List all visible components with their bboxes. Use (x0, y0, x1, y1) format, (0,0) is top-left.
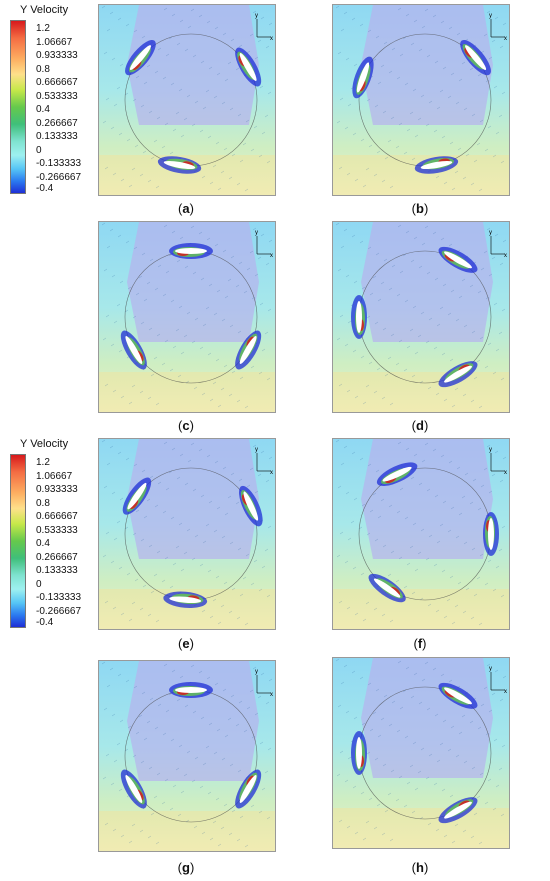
legend-tick: 1.06667 (36, 36, 73, 48)
axis-y-label: y (255, 447, 258, 453)
flow-field: yx (99, 5, 275, 195)
legend-tick: 0.266667 (36, 117, 78, 129)
flow-field: yx (333, 5, 509, 195)
legend-color-bar (10, 20, 26, 194)
caption-f: (f) (413, 636, 427, 651)
axis-x-label: x (270, 253, 273, 259)
legend-tick: 0.266667 (36, 551, 78, 563)
legend-tick: -0.266667 (36, 171, 82, 183)
flow-field: yx (333, 222, 509, 412)
caption-a: (a) (178, 201, 194, 216)
legend-color-bar (10, 454, 26, 628)
axis-y-label: y (255, 13, 258, 19)
axis-x-label: x (504, 689, 507, 695)
legend-tick: 0.933333 (36, 484, 78, 495)
axis-y-label: y (489, 230, 492, 236)
axis-y-label: y (489, 666, 492, 672)
legend-tick: 0.533333 (36, 90, 78, 102)
color-legend-bottom: Y Velocity 1.2 1.06667 0.933333 0.8 0.66… (6, 438, 98, 628)
legend-tick: -0.4 (36, 183, 54, 194)
legend-title: Y Velocity (20, 4, 69, 16)
legend-tick: 0 (36, 144, 42, 156)
legend-tick: 1.2 (36, 457, 50, 468)
caption-h: (h) (411, 860, 429, 875)
flow-field: yx (99, 222, 275, 412)
legend-tick: -0.133333 (36, 592, 82, 603)
legend-tick: -0.266667 (36, 605, 82, 617)
caption-e: (e) (178, 636, 194, 651)
legend-tick: 0.666667 (36, 511, 78, 522)
legend-tick: 0 (36, 578, 42, 590)
legend-title: Y Velocity (20, 438, 69, 450)
legend-tick: 0.933333 (36, 50, 78, 61)
axis-x-label: x (270, 36, 273, 42)
legend-tick: 0.8 (36, 497, 50, 509)
flow-field: yx (99, 661, 275, 851)
caption-g: (g) (177, 860, 195, 875)
legend-tick: -0.4 (36, 617, 54, 628)
axis-y-label: y (255, 669, 258, 675)
axis-x-label: x (270, 470, 273, 476)
axis-y-label: y (255, 230, 258, 236)
caption-d: (d) (411, 418, 429, 433)
axis-x-label: x (504, 253, 507, 259)
legend-tick: 0.133333 (36, 565, 78, 576)
axis-x-label: x (504, 470, 507, 476)
axis-x-label: x (270, 692, 273, 698)
legend-tick: -0.133333 (36, 158, 82, 169)
legend-tick: 1.2 (36, 23, 50, 34)
axis-x-label: x (504, 36, 507, 42)
flow-field: yx (99, 439, 275, 629)
flow-field: yx (333, 658, 509, 848)
caption-c: (c) (178, 418, 194, 433)
legend-tick: 0.8 (36, 63, 50, 75)
legend-tick: 0.533333 (36, 524, 78, 536)
axis-y-label: y (489, 447, 492, 453)
color-legend-top: Y Velocity 1.2 1.06667 0.933333 0.8 0.66… (6, 4, 98, 194)
legend-tick: 1.06667 (36, 470, 73, 482)
caption-b: (b) (411, 201, 429, 216)
axis-y-label: y (489, 13, 492, 19)
legend-tick: 0.4 (36, 538, 50, 549)
legend-tick: 0.666667 (36, 77, 78, 88)
flow-field: yx (333, 439, 509, 629)
legend-tick: 0.4 (36, 104, 50, 115)
legend-tick: 0.133333 (36, 131, 78, 142)
